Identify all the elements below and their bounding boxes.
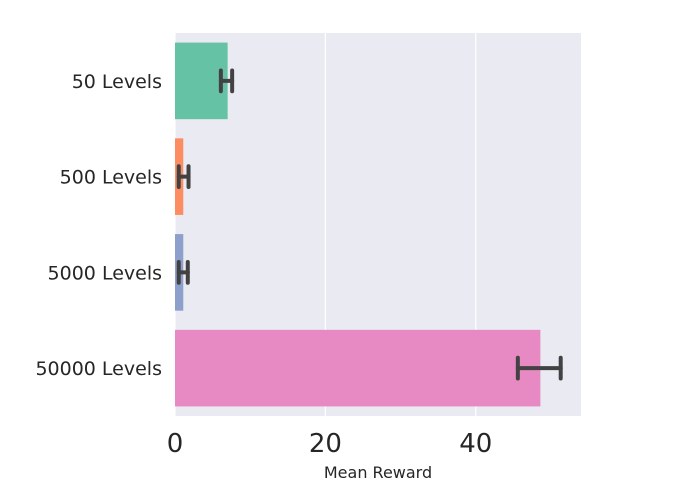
y-tick-label-0: 50 Levels bbox=[72, 71, 162, 93]
y-tick-label-3: 50000 Levels bbox=[35, 358, 162, 380]
y-tick-label-1: 500 Levels bbox=[60, 167, 162, 189]
x-tick-label-0: 0 bbox=[167, 429, 184, 459]
bar-3 bbox=[175, 329, 541, 407]
x-axis-title: Mean Reward bbox=[324, 463, 432, 482]
bars bbox=[175, 42, 541, 407]
x-tick-label-40: 40 bbox=[459, 429, 492, 459]
x-tick-labels: 0 20 40 bbox=[167, 429, 493, 459]
bar-0 bbox=[175, 42, 228, 120]
y-tick-label-2: 5000 Levels bbox=[48, 262, 162, 284]
error-bars bbox=[176, 68, 563, 381]
x-tick-label-20: 20 bbox=[309, 429, 342, 459]
y-tick-labels: 50 Levels 500 Levels 5000 Levels 50000 Leve… bbox=[35, 71, 162, 380]
